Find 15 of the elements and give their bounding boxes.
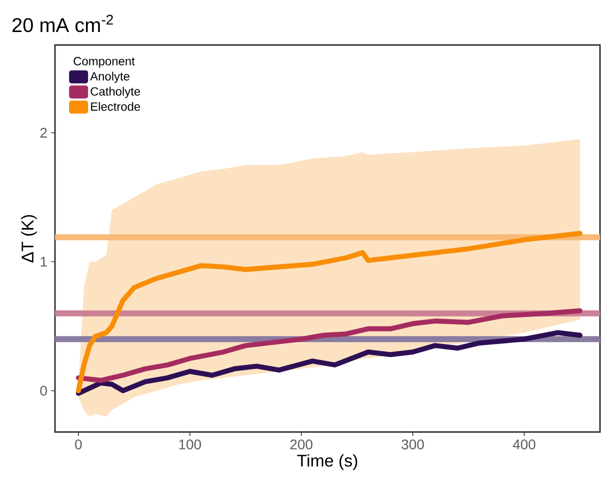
y-tick-label: 0 [40, 386, 47, 396]
y-axis-title: ΔT (K) [21, 215, 37, 262]
legend-title: Component [74, 56, 135, 68]
y-tick-label: 1 [40, 256, 47, 267]
x-tick-label: 300 [402, 440, 424, 450]
legend-label: Electrode [91, 102, 140, 111]
x-tick-label: 0 [75, 440, 82, 450]
x-tick-label: 400 [512, 440, 536, 450]
legend-label: Catholyte [90, 86, 140, 98]
y-tick-label: 2 [40, 128, 47, 138]
chart-title: 20 mA cm$^{-2}$ [12, 14, 113, 32]
x-axis-title: Time (s) [297, 454, 358, 470]
x-tick-label: 200 [290, 440, 312, 450]
legend-label: Anolyte [90, 72, 130, 83]
x-tick-label: 100 [179, 440, 201, 450]
